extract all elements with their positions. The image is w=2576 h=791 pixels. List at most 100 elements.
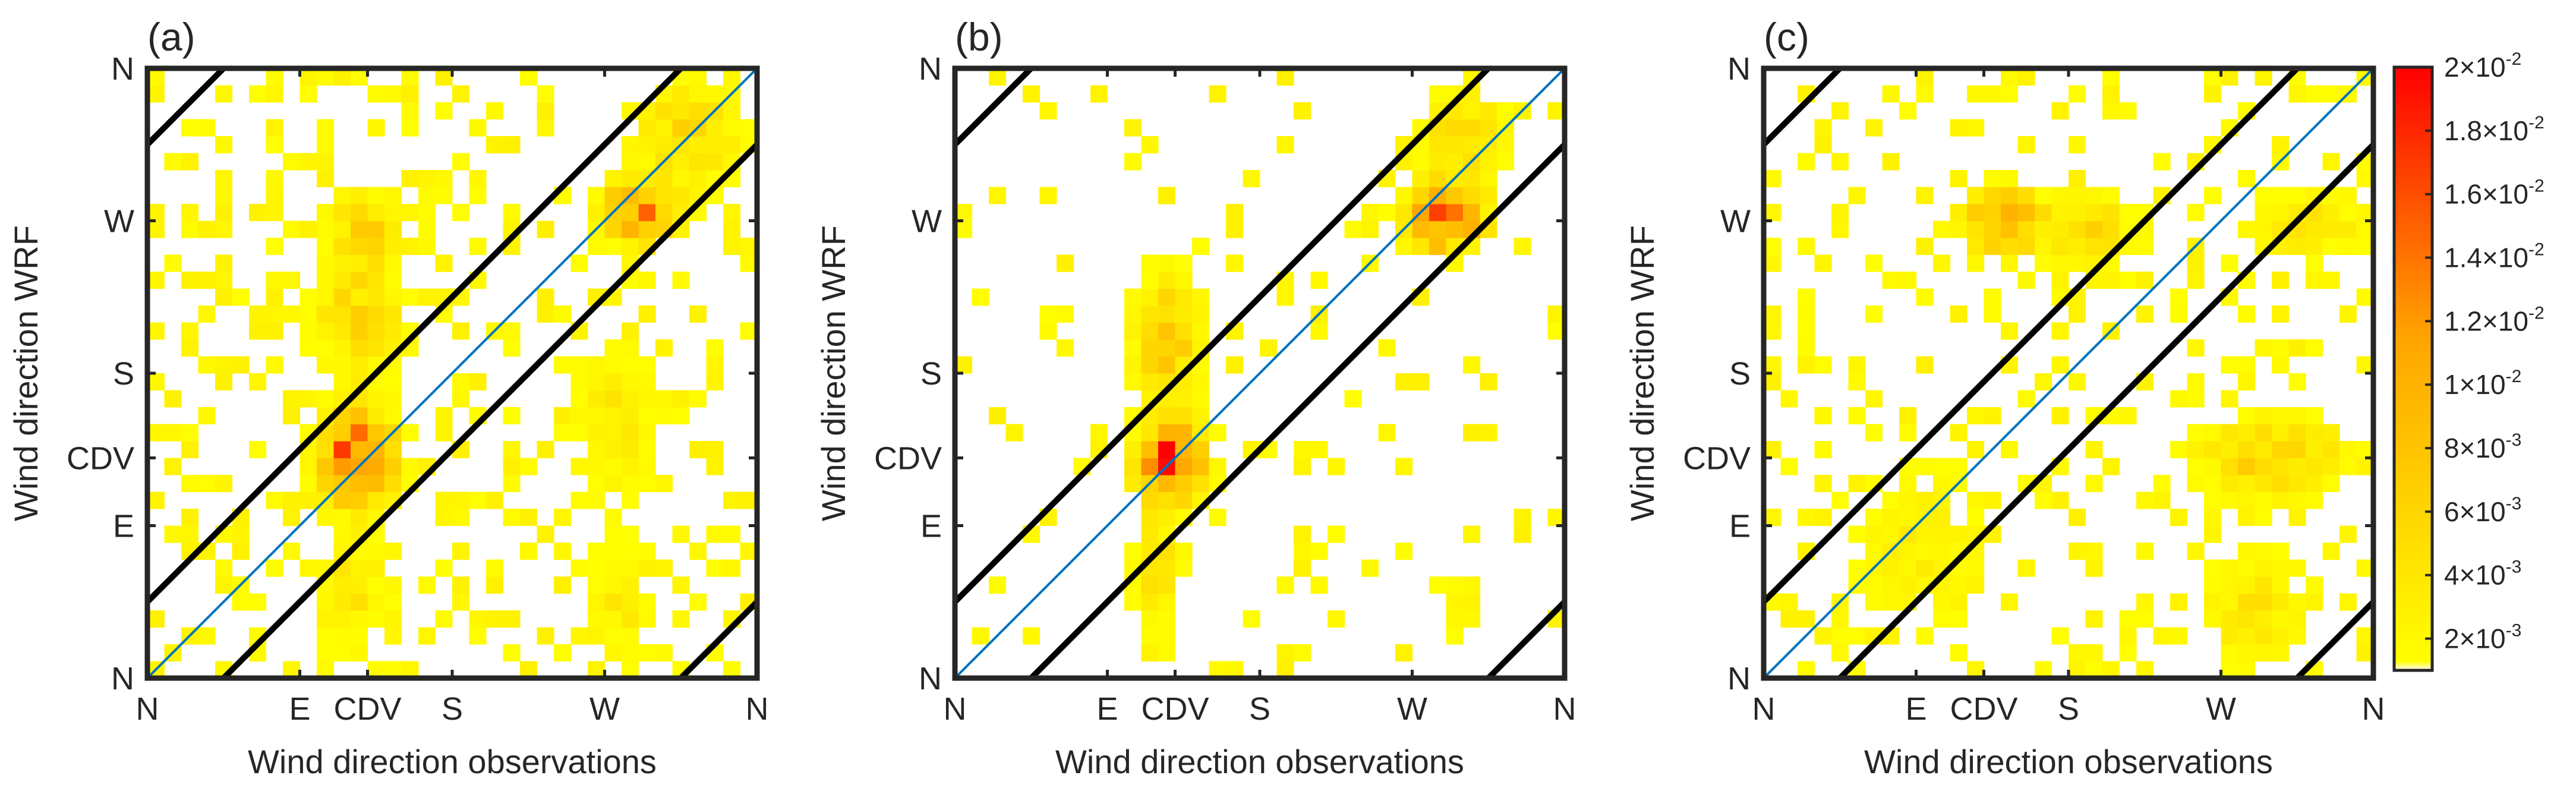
x-tick-label: E <box>1905 691 1927 727</box>
heatmap-cell <box>2051 102 2069 120</box>
heatmap-cell <box>2102 102 2120 120</box>
heatmap-cell <box>672 170 690 188</box>
heatmap-cell <box>2288 238 2306 256</box>
heatmap-cell <box>266 204 283 222</box>
heatmap-cell <box>1141 576 1159 594</box>
heatmap-cell <box>2051 187 2069 204</box>
heatmap-cell <box>1294 102 1311 120</box>
x-tick-label: N <box>2362 691 2385 727</box>
heatmap-cell <box>215 85 233 103</box>
heatmap-cell <box>215 475 233 493</box>
heatmap-cell <box>2238 661 2256 678</box>
heatmap-cell <box>1814 356 1832 374</box>
colorbar-exponent: -2 <box>2506 49 2522 69</box>
heatmap-cell <box>469 187 487 204</box>
heatmap-cell <box>2001 593 2019 611</box>
heatmap-cell <box>266 305 283 323</box>
heatmap-cell <box>655 390 673 408</box>
heatmap-cell <box>1950 644 1968 662</box>
heatmap-cell <box>1831 153 1849 171</box>
heatmap-cell <box>1984 170 2001 188</box>
heatmap-cell <box>622 170 639 188</box>
heatmap-cell <box>367 204 385 222</box>
heatmap-cell <box>283 390 301 408</box>
heatmap-cell <box>2255 576 2272 594</box>
heatmap-cell <box>2356 204 2373 222</box>
bound-line <box>1837 142 2373 678</box>
heatmap-cell <box>622 153 639 171</box>
heatmap-cell <box>2272 424 2290 442</box>
heatmap-cell <box>435 254 453 272</box>
heatmap-cell <box>401 170 419 188</box>
heatmap-cell <box>503 610 521 628</box>
heatmap-cell <box>1848 373 1866 391</box>
heatmap-cell <box>706 119 724 137</box>
heatmap-cell <box>418 627 436 645</box>
heatmap-cell <box>2204 509 2222 527</box>
heatmap-cell <box>1209 661 1226 678</box>
heatmap-cell <box>638 407 656 425</box>
heatmap-cell <box>452 509 470 527</box>
heatmap-cell <box>367 576 385 594</box>
reference-lines <box>1764 68 2373 678</box>
heatmap-cell <box>384 187 402 204</box>
heatmap-cell <box>2017 220 2035 238</box>
heatmap-cell <box>570 254 588 272</box>
heatmap-cell <box>2204 68 2222 86</box>
heatmap-cell <box>333 220 351 238</box>
heatmap-cell <box>249 373 267 391</box>
heatmap-cell <box>283 491 301 509</box>
x-tick-label: N <box>136 691 159 727</box>
heatmap-cell <box>2322 458 2340 475</box>
heatmap-cell <box>638 187 656 204</box>
heatmap-cell <box>706 458 724 475</box>
heatmap-cell <box>2051 238 2069 256</box>
heatmap-cell <box>367 543 385 560</box>
heatmap-cell <box>2017 136 2035 154</box>
y-tick-label: CDV <box>1683 441 1751 477</box>
heatmap-cell <box>351 407 368 425</box>
heatmap-cell <box>655 339 673 357</box>
heatmap-cell <box>164 424 182 442</box>
heatmap-cell <box>1865 593 1883 611</box>
heatmap-cell <box>2069 220 2086 238</box>
heatmap-cell <box>2051 322 2069 340</box>
heatmap-cell <box>1124 458 1142 475</box>
heatmap-cell <box>1124 373 1142 391</box>
heatmap-cell <box>181 322 199 340</box>
heatmap-cell <box>2288 458 2306 475</box>
heatmap-cell <box>1192 238 1210 256</box>
y-axis-label: Wind direction WRF <box>7 225 45 521</box>
heatmap-cell <box>1057 254 1074 272</box>
heatmap-cell <box>1933 593 1951 611</box>
heatmap-cell <box>215 559 233 577</box>
heatmap-cell <box>1429 136 1447 154</box>
heatmap-cell <box>266 170 283 188</box>
heatmap-cell <box>706 85 724 103</box>
heatmap-cell <box>1480 170 1497 188</box>
heatmap-cell <box>1192 441 1210 459</box>
colorbar-tick-label: 1.2×10-2 <box>2444 303 2545 336</box>
heatmap-cell <box>147 322 165 340</box>
heatmap-cell <box>2306 576 2323 594</box>
heatmap-cell <box>1967 187 1985 204</box>
heatmap-cell <box>503 475 521 493</box>
heatmap-cell <box>1916 627 1934 645</box>
heatmap-cell <box>2069 509 2086 527</box>
heatmap-cell <box>317 509 335 527</box>
bound-line <box>1764 68 1842 147</box>
heatmap-cell <box>317 119 335 137</box>
heatmap-cell <box>435 424 453 442</box>
heatmap-cell <box>1057 339 1074 357</box>
heatmap-cell <box>351 593 368 611</box>
heatmap-cell <box>503 644 521 662</box>
heatmap-cell <box>317 288 335 306</box>
heatmap-cell <box>1814 509 1832 527</box>
heatmap-cell <box>2221 576 2238 594</box>
heatmap-cell <box>706 525 724 543</box>
heatmap-cell <box>2204 559 2222 577</box>
heatmap-cell <box>1463 424 1481 442</box>
heatmap-cell <box>2017 187 2035 204</box>
heatmap-cell <box>215 254 233 272</box>
heatmap-cell <box>2187 254 2205 272</box>
